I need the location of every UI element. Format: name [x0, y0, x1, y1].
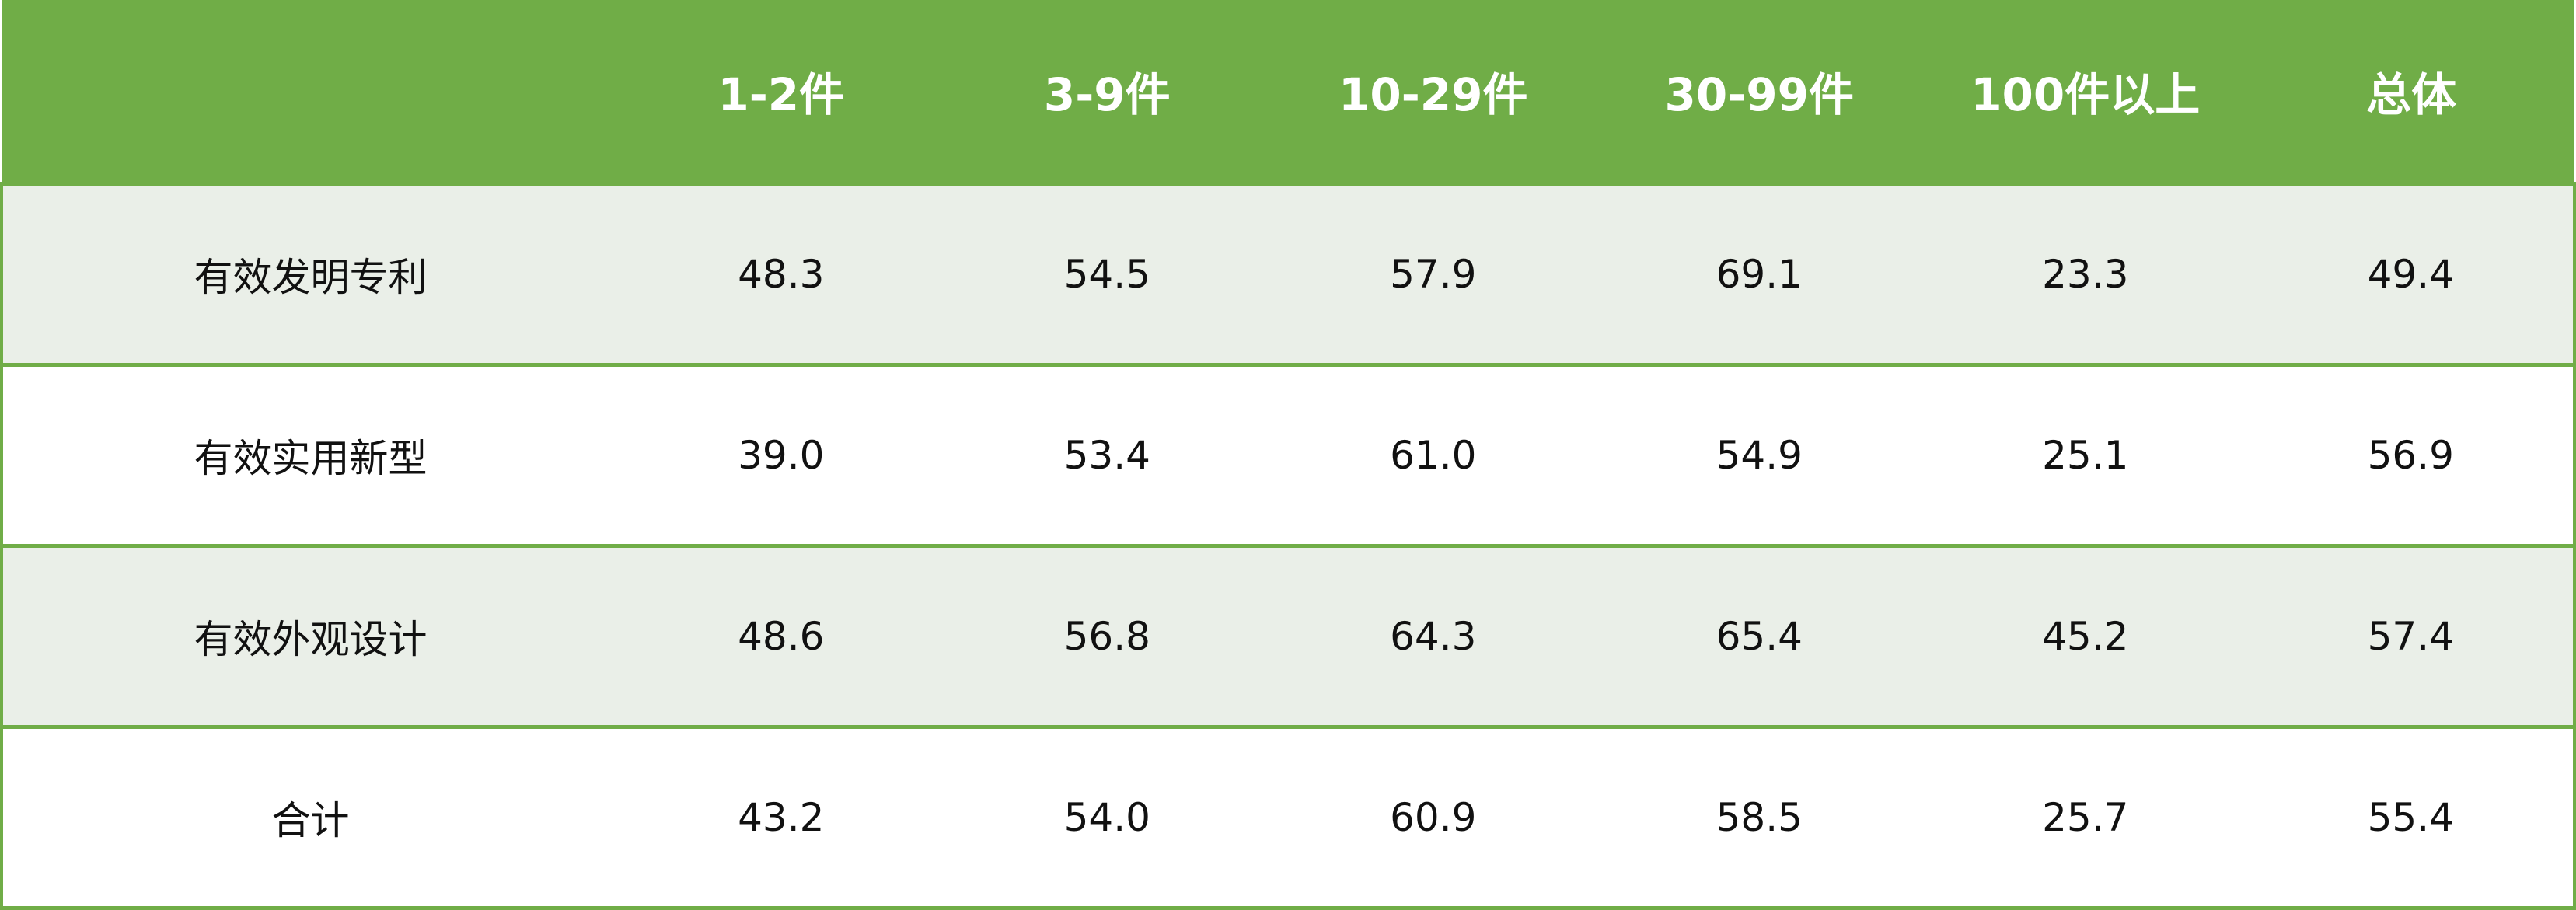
header-cell: 1-2件 — [717, 68, 845, 121]
table-cell: 23.3 — [1922, 181, 2249, 367]
table-cell: 54.9 — [1596, 362, 1922, 548]
table-cell: 48.6 — [618, 543, 944, 729]
table-cell: 53.4 — [944, 362, 1270, 548]
table-cell: 56.9 — [2248, 362, 2576, 548]
table-cell: 64.3 — [1270, 543, 1597, 729]
row-label: 有效实用新型 — [0, 362, 618, 548]
table-row: 有效外观设计 48.6 56.8 64.3 65.4 45.2 57.4 — [0, 543, 2576, 729]
table-cell: 69.1 — [1596, 181, 1922, 367]
table-cell: 55.4 — [2248, 724, 2576, 910]
table-cell: 54.0 — [944, 724, 1270, 910]
table-cell: 57.4 — [2248, 543, 2576, 729]
table-cell: 25.7 — [1922, 724, 2249, 910]
header-cell: 总体 — [2366, 68, 2457, 121]
row-label: 合计 — [0, 724, 618, 910]
row-label: 有效外观设计 — [0, 543, 618, 729]
table-cell: 56.8 — [944, 543, 1270, 729]
table-cell: 61.0 — [1270, 362, 1597, 548]
table-cell: 58.5 — [1596, 724, 1922, 910]
header-cell-blank — [2, 0, 618, 183]
header-row: 1-2件 3-9件 10-29件 30-99件 100件以上 总体 — [2, 0, 2574, 183]
table-row: 有效实用新型 39.0 53.4 61.0 54.9 25.1 56.9 — [0, 362, 2576, 548]
table-cell: 54.5 — [944, 181, 1270, 367]
table-cell: 60.9 — [1270, 724, 1597, 910]
table-cell: 65.4 — [1596, 543, 1922, 729]
table-cell: 57.9 — [1270, 181, 1597, 367]
table-cell: 48.3 — [618, 181, 944, 367]
header-cell: 3-9件 — [1043, 68, 1171, 121]
table-cell: 25.1 — [1922, 362, 2249, 548]
row-label: 有效发明专利 — [0, 181, 618, 367]
header-cell: 100件以上 — [1970, 68, 2201, 121]
table-cell: 39.0 — [618, 362, 944, 548]
header-cell: 30-99件 — [1664, 68, 1855, 121]
table-cell: 43.2 — [618, 724, 944, 910]
table-row: 有效发明专利 48.3 54.5 57.9 69.1 23.3 49.4 — [0, 181, 2576, 367]
header-cell: 10-29件 — [1339, 68, 1528, 121]
table-row-total: 合计 43.2 54.0 60.9 58.5 25.7 55.4 — [0, 724, 2576, 910]
table-cell: 49.4 — [2248, 181, 2576, 367]
table-cell: 45.2 — [1922, 543, 2249, 729]
